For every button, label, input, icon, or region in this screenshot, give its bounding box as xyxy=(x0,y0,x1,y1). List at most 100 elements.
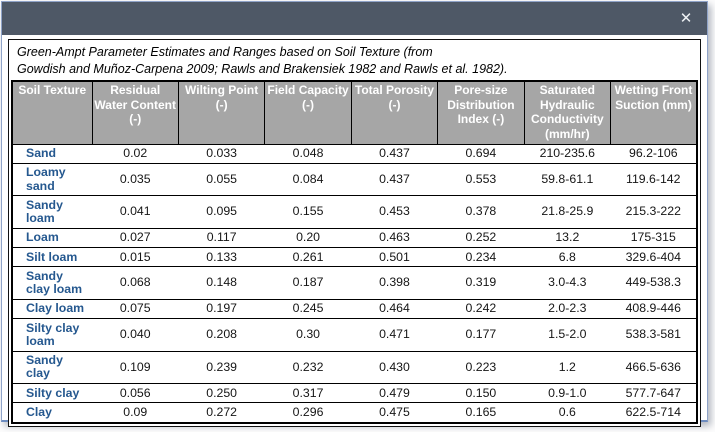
table-row: Silt loam 0.015 0.133 0.261 0.501 0.234 6.8 329… xyxy=(12,247,697,267)
value-cell: 0.02 xyxy=(92,143,179,164)
value-cell: 2.0-2.3 xyxy=(524,298,611,319)
value-cell: 538.3-581 xyxy=(610,318,697,352)
value-cell: 0.035 xyxy=(92,162,179,196)
value-cell: 0.553 xyxy=(437,162,525,196)
value-cell: 0.109 xyxy=(92,350,179,384)
col-header-wetting-front-suction: Wetting Front Suction (mm) xyxy=(610,80,698,145)
value-cell: 0.208 xyxy=(178,318,265,352)
value-cell: 0.027 xyxy=(92,227,179,248)
value-cell: 0.437 xyxy=(351,162,438,196)
value-cell: 0.479 xyxy=(351,383,438,403)
value-cell: 0.6 xyxy=(524,402,611,423)
caption-line-1: Green-Ampt Parameter Estimates and Range… xyxy=(17,45,433,59)
value-cell: 0.453 xyxy=(351,195,438,229)
dialog-content: Green-Ampt Parameter Estimates and Range… xyxy=(2,35,707,432)
value-cell: 329.6-404 xyxy=(610,247,697,267)
col-header-field-capacity: Field Capacity (-) xyxy=(264,80,352,145)
value-cell: 0.272 xyxy=(178,402,265,423)
value-cell: 449-538.3 xyxy=(610,266,697,300)
value-cell: 0.30 xyxy=(264,318,352,352)
value-cell: 0.056 xyxy=(92,383,179,403)
value-cell: 0.075 xyxy=(92,298,179,319)
col-header-saturated-hydraulic-conductivity: Saturated Hydraulic Conductivity (mm/hr) xyxy=(523,80,612,145)
close-button[interactable]: ✕ xyxy=(665,2,707,35)
value-cell: 0.084 xyxy=(264,162,352,196)
value-cell: 0.245 xyxy=(264,298,352,319)
table-row: Sand 0.02 0.033 0.048 0.437 0.694 210-235.6 96.… xyxy=(12,143,697,164)
value-cell: 0.048 xyxy=(264,143,352,164)
value-cell: 0.117 xyxy=(178,227,265,248)
soil-texture-cell: Silt loam xyxy=(12,247,92,267)
soil-texture-cell: Sandy clay loam xyxy=(12,266,92,300)
soil-texture-cell: Silty clay xyxy=(12,383,92,403)
value-cell: 215.3-222 xyxy=(610,195,697,229)
value-cell: 0.177 xyxy=(437,318,525,352)
value-cell: 0.148 xyxy=(178,266,265,300)
value-cell: 210-235.6 xyxy=(524,143,611,164)
value-cell: 13.2 xyxy=(524,227,611,248)
value-cell: 119.6-142 xyxy=(610,162,697,196)
table-row: Loam 0.027 0.117 0.20 0.463 0.252 13.2 175-315 xyxy=(12,227,697,248)
value-cell: 175-315 xyxy=(610,227,697,248)
soil-texture-table: Soil Texture Residual Water Content (-) … xyxy=(11,80,698,424)
value-cell: 0.501 xyxy=(351,247,438,267)
value-cell: 21.8-25.9 xyxy=(524,195,611,229)
value-cell: 0.197 xyxy=(178,298,265,319)
value-cell: 0.437 xyxy=(351,143,438,164)
table-row: Sandy clay loam 0.068 0.148 0.187 0.398 0.319… xyxy=(12,266,697,300)
col-header-wilting-point: Wilting Point (-) xyxy=(177,80,266,145)
value-cell: 0.055 xyxy=(178,162,265,196)
value-cell: 0.187 xyxy=(264,266,352,300)
value-cell: 577.7-647 xyxy=(610,383,697,403)
soil-texture-cell: Clay xyxy=(12,402,92,423)
value-cell: 0.155 xyxy=(264,195,352,229)
soil-texture-cell: Sandy clay xyxy=(12,350,92,384)
soil-texture-cell: Sand xyxy=(12,143,92,164)
value-cell: 0.015 xyxy=(92,247,179,267)
value-cell: 0.464 xyxy=(351,298,438,319)
soil-texture-cell: Loam xyxy=(12,227,92,248)
value-cell: 0.033 xyxy=(178,143,265,164)
table-caption: Green-Ampt Parameter Estimates and Range… xyxy=(11,40,698,80)
value-cell: 466.5-636 xyxy=(610,350,697,384)
table-row: Clay 0.09 0.272 0.296 0.475 0.165 0.6 622.5-714 xyxy=(12,402,697,423)
table-panel: Green-Ampt Parameter Estimates and Range… xyxy=(8,39,701,427)
value-cell: 0.165 xyxy=(437,402,525,423)
value-cell: 96.2-106 xyxy=(610,143,697,164)
value-cell: 0.234 xyxy=(437,247,525,267)
table-row: Silty clay 0.056 0.250 0.317 0.479 0.150 0.9-1… xyxy=(12,383,697,403)
value-cell: 0.317 xyxy=(264,383,352,403)
value-cell: 0.150 xyxy=(437,383,525,403)
col-header-soil-texture: Soil Texture xyxy=(11,80,93,145)
table-row: Silty clay loam 0.040 0.208 0.30 0.471 0.177 1… xyxy=(12,318,697,352)
value-cell: 0.133 xyxy=(178,247,265,267)
table-row: Sandy clay 0.109 0.239 0.232 0.430 0.223 1.2 46… xyxy=(12,350,697,384)
soil-texture-cell: Silty clay loam xyxy=(12,318,92,352)
value-cell: 1.2 xyxy=(524,350,611,384)
caption-line-2: Gowdish and Muñoz-Carpena 2009; Rawls an… xyxy=(17,61,508,76)
table-header: Soil Texture Residual Water Content (-) … xyxy=(11,80,698,145)
value-cell: 0.242 xyxy=(437,298,525,319)
col-header-residual-water-content: Residual Water Content (-) xyxy=(91,80,179,145)
value-cell: 3.0-4.3 xyxy=(524,266,611,300)
soil-texture-cell: Sandy loam xyxy=(12,195,92,229)
value-cell: 0.09 xyxy=(92,402,179,423)
value-cell: 0.261 xyxy=(264,247,352,267)
soil-texture-cell: Clay loam xyxy=(12,298,92,319)
value-cell: 0.232 xyxy=(264,350,352,384)
value-cell: 0.068 xyxy=(92,266,179,300)
value-cell: 0.319 xyxy=(437,266,525,300)
table-row: Sandy loam 0.041 0.095 0.155 0.453 0.378 21.8-… xyxy=(12,195,697,229)
value-cell: 0.694 xyxy=(437,143,525,164)
value-cell: 0.430 xyxy=(351,350,438,384)
value-cell: 0.9-1.0 xyxy=(524,383,611,403)
value-cell: 0.041 xyxy=(92,195,179,229)
value-cell: 0.463 xyxy=(351,227,438,248)
value-cell: 0.239 xyxy=(178,350,265,384)
value-cell: 1.5-2.0 xyxy=(524,318,611,352)
close-icon: ✕ xyxy=(679,10,693,27)
dialog-window: ✕ Green-Ampt Parameter Estimates and Ran… xyxy=(1,1,708,427)
value-cell: 59.8-61.1 xyxy=(524,162,611,196)
value-cell: 0.378 xyxy=(437,195,525,229)
value-cell: 0.296 xyxy=(264,402,352,423)
